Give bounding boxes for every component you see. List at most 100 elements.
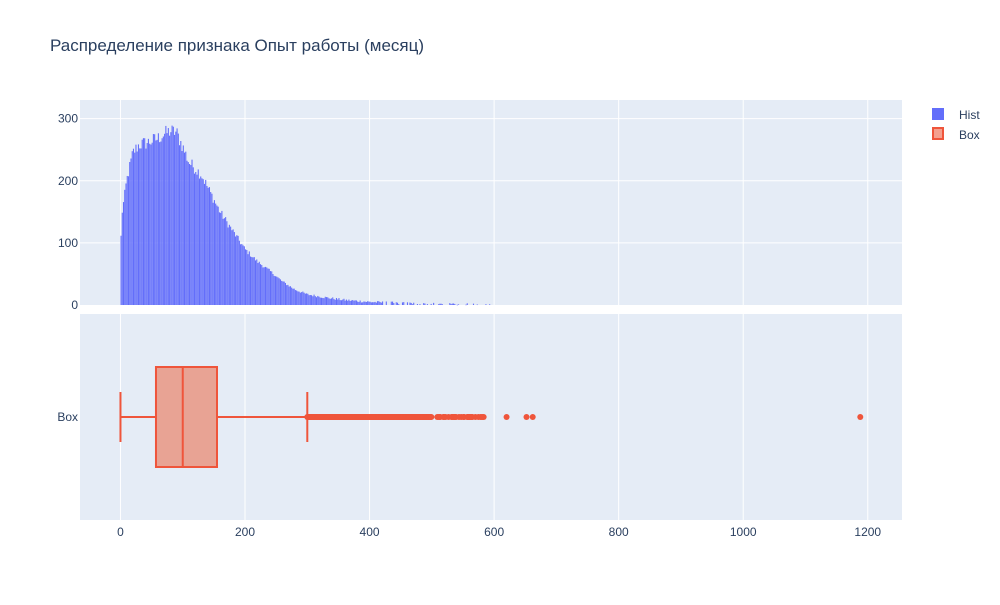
box-outlier[interactable] [428, 414, 435, 420]
histogram-bar[interactable] [368, 301, 370, 305]
histogram-bar[interactable] [439, 303, 441, 305]
histogram-bar[interactable] [320, 297, 323, 305]
histogram-bar[interactable] [363, 301, 365, 305]
histogram-bar[interactable] [340, 300, 343, 305]
histogram-bar[interactable] [380, 302, 382, 305]
histogram-bar[interactable] [228, 224, 230, 305]
histogram-bar[interactable] [347, 300, 349, 305]
histogram-bar[interactable] [423, 303, 425, 305]
histogram-bar[interactable] [318, 296, 320, 305]
histogram-bar[interactable] [335, 297, 338, 305]
histogram-bar[interactable] [293, 288, 295, 305]
histogram-bar[interactable] [124, 189, 126, 305]
histogram-bar[interactable] [165, 125, 167, 305]
histogram-bar[interactable] [242, 245, 244, 305]
histogram-bar[interactable] [171, 125, 173, 305]
histogram-bar[interactable] [365, 301, 367, 305]
histogram-bar[interactable] [359, 300, 361, 305]
histogram-bar[interactable] [232, 229, 234, 305]
histogram-bar[interactable] [187, 162, 189, 305]
histogram-bar[interactable] [292, 288, 294, 305]
histogram-bar[interactable] [323, 298, 325, 305]
histogram-bar[interactable] [288, 286, 290, 305]
histogram-bar[interactable] [354, 300, 356, 305]
histogram-bar[interactable] [374, 301, 376, 305]
histogram-bar[interactable] [202, 179, 204, 305]
histogram-bar[interactable] [367, 301, 369, 305]
histogram-bar[interactable] [216, 205, 218, 305]
histogram-bar[interactable] [257, 263, 259, 305]
histogram-bar[interactable] [151, 142, 153, 305]
histogram-bar[interactable] [160, 141, 162, 305]
histogram-bar[interactable] [456, 304, 458, 306]
histogram-bar[interactable] [301, 292, 303, 305]
histogram-bar[interactable] [203, 183, 206, 305]
histogram-bar[interactable] [472, 303, 475, 305]
histogram-bar[interactable] [454, 303, 456, 305]
histogram-bar[interactable] [137, 144, 140, 305]
histogram-bar[interactable] [309, 295, 311, 305]
histogram-bar[interactable] [279, 279, 281, 305]
histogram-bar[interactable] [142, 138, 144, 305]
histogram-bar[interactable] [220, 212, 222, 305]
histogram-bar[interactable] [406, 302, 409, 305]
histogram-bar[interactable] [410, 302, 412, 305]
histogram-bar[interactable] [489, 304, 491, 305]
histogram-bar[interactable] [222, 218, 224, 305]
histogram-bar[interactable] [121, 212, 123, 305]
histogram-bar[interactable] [317, 295, 319, 305]
histogram-bar[interactable] [208, 187, 210, 305]
histogram-bar[interactable] [316, 297, 318, 305]
histogram-bar[interactable] [253, 257, 255, 305]
histogram-bar[interactable] [245, 249, 247, 305]
box-outlier[interactable] [503, 414, 510, 420]
histogram-bar[interactable] [377, 301, 379, 305]
histogram-bar[interactable] [120, 235, 122, 305]
histogram-bar[interactable] [302, 291, 304, 305]
histogram-bar[interactable] [319, 297, 321, 305]
histogram-bar[interactable] [247, 254, 249, 305]
histogram-bar[interactable] [440, 303, 442, 305]
histogram-bar[interactable] [152, 134, 154, 305]
histogram-bar[interactable] [426, 304, 428, 305]
histogram-bar[interactable] [457, 304, 460, 305]
box-outlier[interactable] [523, 414, 530, 420]
histogram-bar[interactable] [188, 164, 191, 305]
histogram-bar[interactable] [130, 158, 132, 305]
histogram-bar[interactable] [154, 134, 156, 305]
histogram-bar[interactable] [273, 275, 275, 305]
histogram-bar[interactable] [166, 133, 168, 305]
histogram-bar[interactable] [126, 175, 128, 305]
histogram-bar[interactable] [195, 171, 197, 305]
histogram-bar[interactable] [395, 302, 397, 305]
histogram-bar[interactable] [343, 298, 345, 305]
histogram-bar[interactable] [157, 133, 159, 305]
histogram-bar[interactable] [360, 302, 362, 305]
histogram-bar[interactable] [413, 302, 415, 305]
histogram-bar[interactable] [210, 192, 212, 305]
histogram-bar[interactable] [236, 235, 238, 305]
histogram-bar[interactable] [325, 297, 328, 305]
histogram-bar[interactable] [269, 271, 272, 305]
histogram-bar[interactable] [451, 303, 453, 305]
histogram-bar[interactable] [298, 291, 300, 305]
histogram-bar[interactable] [159, 142, 161, 305]
histogram-bar[interactable] [385, 301, 387, 305]
histogram-bar[interactable] [125, 183, 127, 305]
histogram-bar[interactable] [263, 267, 265, 305]
histogram-bar[interactable] [308, 295, 310, 305]
histogram-bar[interactable] [411, 304, 414, 305]
histogram-bar[interactable] [233, 232, 235, 305]
histogram-bar[interactable] [313, 294, 315, 305]
histogram-bar[interactable] [485, 304, 487, 305]
histogram-bar[interactable] [127, 176, 130, 305]
histogram-bar[interactable] [297, 291, 299, 305]
histogram-bar[interactable] [276, 276, 278, 305]
histogram-bar[interactable] [170, 132, 172, 305]
histogram-bar[interactable] [241, 244, 243, 305]
histogram-bar[interactable] [217, 206, 219, 305]
histogram-bar[interactable] [221, 210, 223, 305]
histogram-bar[interactable] [272, 274, 274, 305]
histogram-bar[interactable] [281, 280, 283, 305]
histogram-bar[interactable] [338, 298, 340, 305]
